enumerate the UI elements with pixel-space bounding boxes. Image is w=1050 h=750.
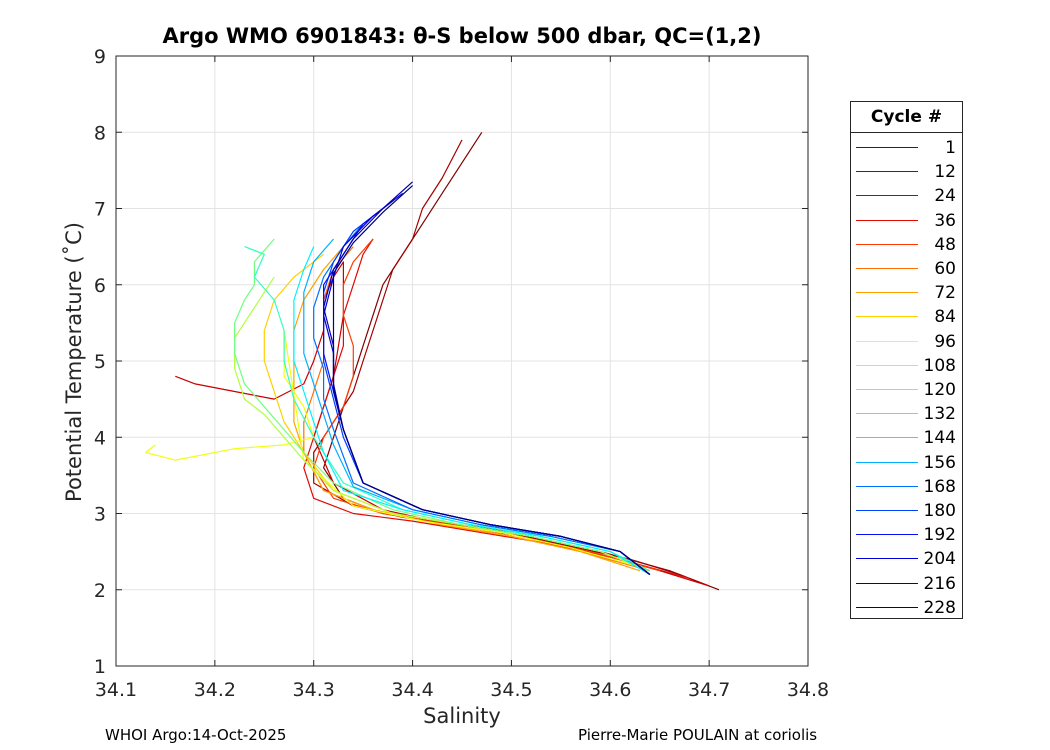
- legend-entry: 72: [851, 281, 962, 305]
- x-axis-label: Salinity: [423, 704, 501, 728]
- legend-swatch: [856, 219, 918, 221]
- legend-label: 1: [945, 138, 956, 158]
- legend-swatch: [856, 389, 918, 390]
- x-tick-label: 34.7: [688, 679, 730, 701]
- legend-entry: 156: [851, 451, 962, 475]
- legend-swatch: [856, 243, 918, 245]
- legend: Cycle # 1 12 24 36 48 60 72 84 96 108 120 132 144 156…: [850, 101, 963, 619]
- legend-label: 168: [923, 476, 956, 497]
- legend-swatch: [856, 558, 918, 560]
- legend-swatch: [856, 195, 918, 197]
- legend-swatch: [856, 147, 918, 148]
- legend-label: 48: [934, 234, 956, 255]
- legend-entry: 216: [851, 572, 962, 596]
- legend-swatch: [856, 510, 918, 511]
- legend-entry: 144: [851, 426, 962, 450]
- legend-title: Cycle #: [851, 102, 962, 133]
- y-tick-label: 4: [94, 427, 106, 449]
- y-tick-label: 2: [94, 580, 106, 602]
- x-tick-label: 34.5: [490, 679, 532, 701]
- legend-entry: 180: [851, 499, 962, 523]
- legend-entry: 24: [851, 184, 962, 208]
- legend-label: 108: [923, 355, 956, 376]
- series-line-cycle-36: [303, 238, 690, 579]
- legend-entry: 1: [851, 136, 962, 160]
- legend-label: 144: [923, 428, 956, 449]
- legend-entry: 120: [851, 378, 962, 402]
- legend-swatch: [856, 582, 918, 584]
- legend-label: 204: [923, 549, 956, 570]
- legend-entry: 192: [851, 523, 962, 547]
- series-line-cycle-1: [323, 131, 720, 591]
- series-line-cycle-228: [332, 185, 651, 575]
- x-tick-label: 34.6: [589, 679, 631, 701]
- y-tick-label: 6: [94, 275, 106, 297]
- legend-entry: 60: [851, 257, 962, 281]
- x-tick-label: 34.1: [95, 679, 137, 701]
- series-line-cycle-120: [234, 238, 601, 553]
- legend-entry: 168: [851, 475, 962, 499]
- plot-frame: [115, 55, 809, 667]
- legend-swatch: [856, 268, 918, 269]
- footer-source: WHOI Argo:14-Oct-2025: [105, 726, 287, 744]
- chart-title: Argo WMO 6901843: θ-S below 500 dbar, QC…: [162, 24, 762, 48]
- legend-entry: 12: [851, 160, 962, 184]
- legend-label: 72: [934, 283, 956, 304]
- x-tick-label: 34.2: [194, 679, 236, 701]
- y-tick-label: 1: [94, 656, 106, 678]
- legend-label: 132: [923, 404, 956, 425]
- legend-swatch: [856, 171, 918, 173]
- y-tick-label: 3: [94, 504, 106, 526]
- legend-label: 60: [934, 259, 956, 279]
- x-axis: 34.1 34.2 34.3 34.4 34.5 34.6 34.7 34.8: [95, 56, 829, 701]
- legend-entry: 96: [851, 330, 962, 354]
- x-tick-label: 34.4: [391, 679, 433, 701]
- legend-label: 96: [934, 331, 956, 352]
- series-line-cycle-72: [293, 246, 641, 572]
- legend-label: 24: [934, 186, 956, 207]
- y-axis: 1 2 3 4 5 6 7 8 9: [94, 46, 808, 678]
- x-tick-label: 34.8: [787, 679, 829, 701]
- legend-label: 180: [923, 501, 956, 521]
- legend-entry: 108: [851, 354, 962, 378]
- legend-entry: 36: [851, 209, 962, 233]
- legend-entry: 48: [851, 233, 962, 257]
- series-line-cycle-168: [313, 223, 651, 575]
- legend-swatch: [856, 461, 918, 463]
- legend-swatch: [856, 413, 918, 415]
- legend-swatch: [856, 316, 918, 318]
- legend-entry: 228: [851, 596, 962, 620]
- legend-entry: 84: [851, 305, 962, 329]
- legend-swatch: [856, 534, 918, 536]
- legend-entry: 132: [851, 402, 962, 426]
- y-tick-label: 5: [94, 351, 106, 373]
- legend-label: 120: [923, 380, 956, 400]
- footer-author: Pierre-Marie POULAIN at coriolis: [578, 726, 818, 744]
- legend-swatch: [856, 292, 918, 294]
- y-tick-label: 9: [94, 46, 106, 68]
- legend-swatch: [856, 437, 918, 439]
- y-tick-label: 7: [94, 199, 106, 221]
- series-line-cycle-144: [293, 246, 651, 576]
- series-line-cycle-96: [145, 329, 641, 568]
- legend-label: 12: [934, 162, 956, 183]
- legend-label: 156: [923, 452, 956, 473]
- legend-swatch: [856, 364, 918, 366]
- legend-label: 228: [923, 597, 956, 618]
- legend-label: 36: [934, 210, 956, 231]
- series-group: [145, 131, 720, 591]
- legend-swatch: [856, 485, 918, 487]
- legend-label: 192: [923, 525, 956, 546]
- y-axis-label: Potential Temperature (˚C): [62, 222, 86, 502]
- y-tick-label: 8: [94, 122, 106, 144]
- legend-swatch: [856, 606, 918, 608]
- x-tick-label: 34.3: [293, 679, 335, 701]
- legend-entry: 204: [851, 547, 962, 571]
- legend-label: 84: [934, 307, 956, 328]
- legend-swatch: [856, 340, 918, 342]
- legend-label: 216: [923, 573, 956, 594]
